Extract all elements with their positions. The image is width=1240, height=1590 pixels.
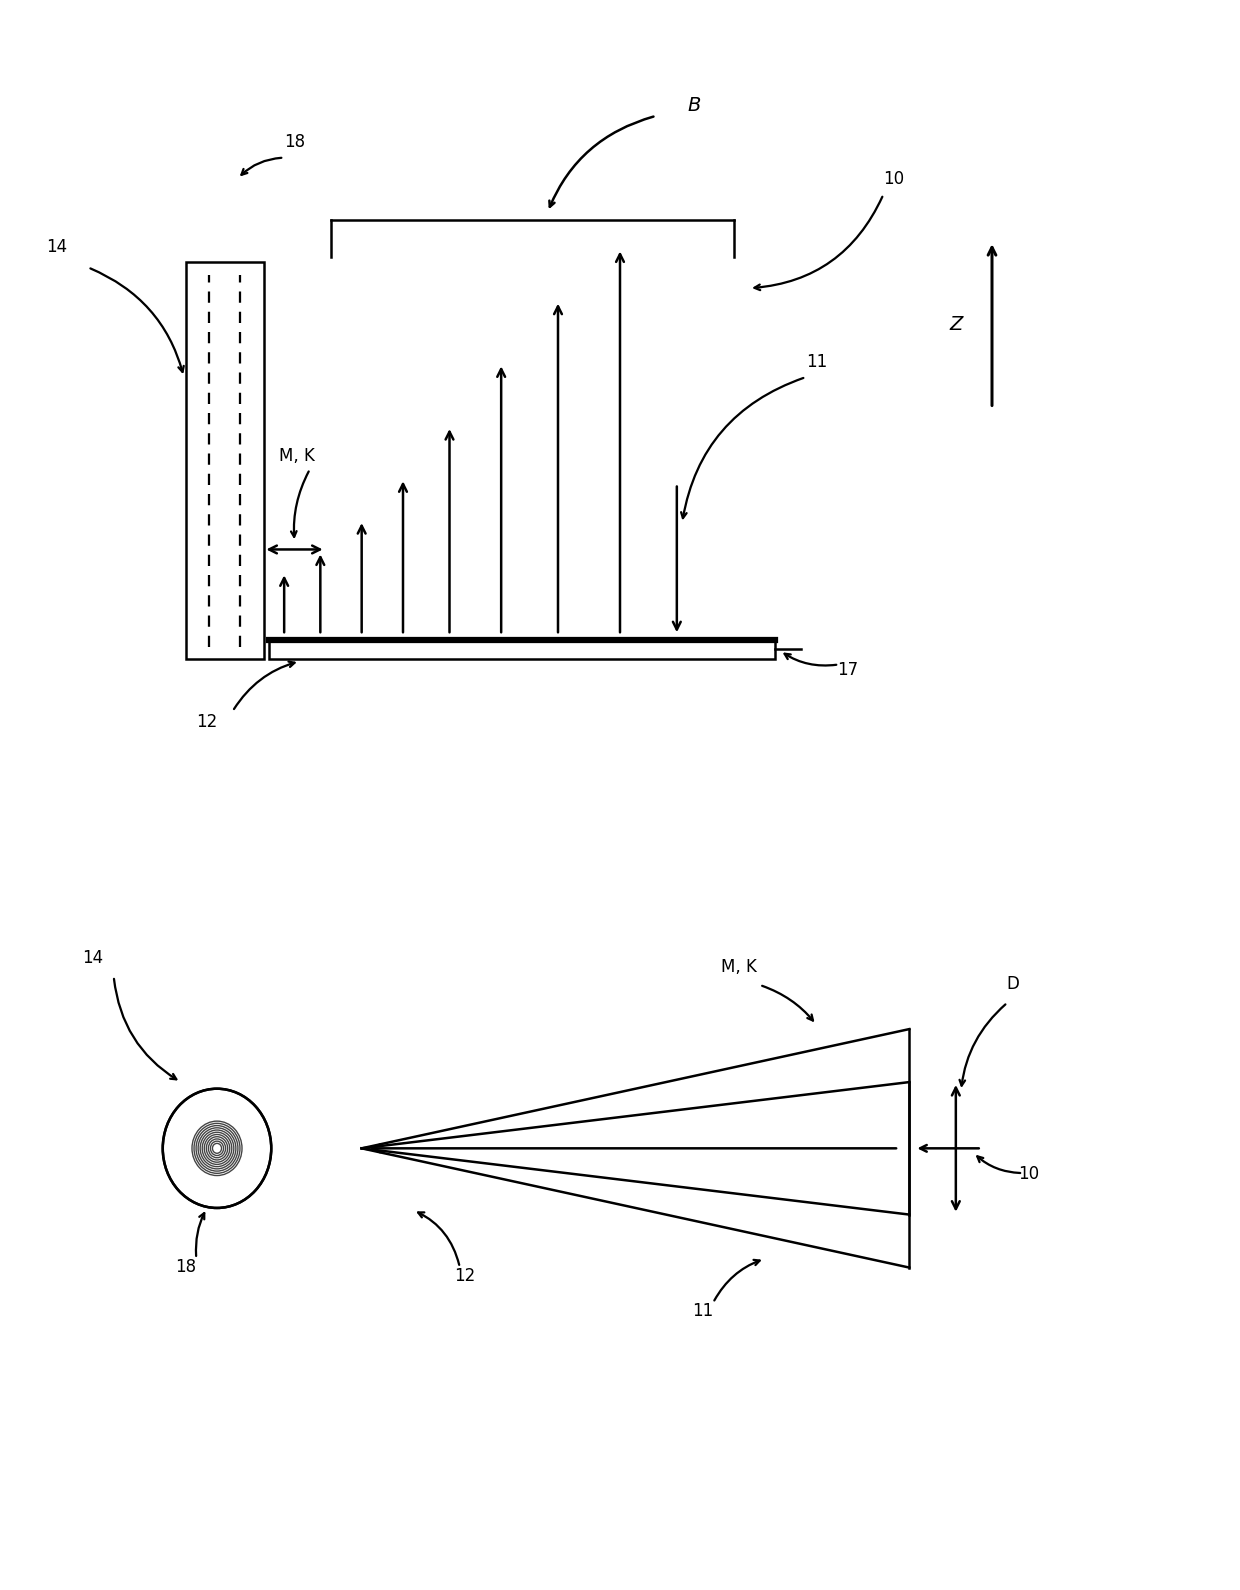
Ellipse shape [162,1089,272,1208]
Text: 10: 10 [1018,1165,1039,1183]
Bar [186,262,263,660]
Text: 18: 18 [284,134,305,151]
Text: Z: Z [949,315,962,334]
Text: 17: 17 [837,661,858,679]
Text: B: B [687,95,701,114]
Text: 12: 12 [196,712,217,731]
Text: M, K: M, K [720,957,756,976]
Text: 10: 10 [883,170,905,188]
Text: 14: 14 [82,949,104,967]
Text: 11: 11 [806,353,827,370]
Text: M, K: M, K [279,447,315,464]
Text: 12: 12 [454,1267,476,1285]
Text: 18: 18 [175,1258,197,1277]
Text: 14: 14 [46,237,67,256]
Text: D: D [1006,975,1019,994]
Bar [269,641,775,660]
Text: 11: 11 [692,1302,713,1320]
